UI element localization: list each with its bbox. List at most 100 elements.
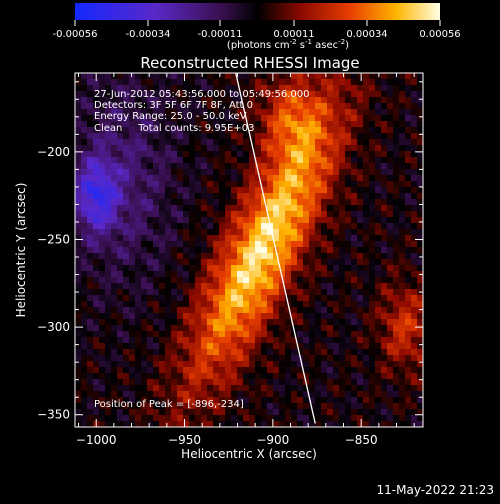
heatmap-cell <box>297 283 304 290</box>
heatmap-cell <box>375 97 382 104</box>
heatmap-cell <box>387 385 394 392</box>
heatmap-cell <box>213 145 220 152</box>
heatmap-cell <box>327 205 334 212</box>
heatmap-cell <box>357 355 364 362</box>
heatmap-cell <box>225 157 232 164</box>
heatmap-cell <box>327 259 334 266</box>
heatmap-cell <box>291 349 298 356</box>
heatmap-cell <box>333 403 340 410</box>
heatmap-cell <box>285 283 292 290</box>
heatmap-cell <box>177 97 184 104</box>
heatmap-cell <box>285 349 292 356</box>
heatmap-cell <box>129 109 136 116</box>
heatmap-cell <box>141 265 148 272</box>
heatmap-cell <box>231 409 238 416</box>
heatmap-cell <box>267 289 274 296</box>
heatmap-cell <box>273 241 280 248</box>
heatmap-cell <box>393 403 400 410</box>
heatmap-cell <box>327 79 334 86</box>
heatmap-cell <box>231 391 238 398</box>
heatmap-cell <box>195 211 202 218</box>
heatmap-cell <box>303 295 310 302</box>
heatmap-cell <box>183 139 190 146</box>
heatmap-cell <box>195 97 202 104</box>
heatmap-cell <box>195 367 202 374</box>
heatmap-cell <box>303 121 310 128</box>
heatmap-cell <box>333 247 340 254</box>
heatmap-cell <box>225 397 232 404</box>
heatmap-cell <box>393 181 400 188</box>
heatmap-cell <box>273 277 280 284</box>
heatmap-cell <box>333 223 340 230</box>
heatmap-cell <box>93 187 100 194</box>
heatmap-cell <box>393 217 400 224</box>
heatmap-cell <box>411 235 418 242</box>
heatmap-cell <box>387 259 394 266</box>
heatmap-cell <box>417 223 423 230</box>
heatmap-cell <box>99 163 106 170</box>
heatmap-cell <box>291 355 298 362</box>
heatmap-cell <box>285 319 292 326</box>
heatmap-cell <box>309 157 316 164</box>
heatmap-cell <box>81 379 88 386</box>
heatmap-cell <box>339 259 346 266</box>
heatmap-cell <box>267 235 274 242</box>
heatmap-cell <box>291 253 298 260</box>
heatmap-cell <box>75 199 82 206</box>
heatmap-cell <box>117 307 124 314</box>
heatmap-cell <box>315 91 322 98</box>
heatmap-cell <box>141 307 148 314</box>
heatmap-cell <box>297 157 304 164</box>
heatmap-cell <box>315 271 322 278</box>
heatmap-cell <box>339 175 346 182</box>
heatmap-cell <box>411 133 418 140</box>
heatmap-cell <box>237 241 244 248</box>
heatmap-cell <box>351 145 358 152</box>
heatmap-cell <box>411 151 418 158</box>
heatmap-cell <box>159 109 166 116</box>
heatmap-cell <box>231 361 238 368</box>
heatmap-cell <box>177 319 184 326</box>
heatmap-cell <box>345 403 352 410</box>
heatmap-cell <box>183 367 190 374</box>
heatmap-cell <box>93 265 100 272</box>
heatmap-cell <box>123 355 130 362</box>
heatmap-cell <box>111 211 118 218</box>
heatmap-cell <box>159 391 166 398</box>
heatmap-cell <box>411 85 418 92</box>
heatmap-cell <box>237 127 244 134</box>
heatmap-cell <box>249 355 256 362</box>
heatmap-cell <box>189 319 196 326</box>
heatmap-cell <box>141 121 148 128</box>
heatmap-cell <box>207 157 214 164</box>
heatmap-cell <box>369 115 376 122</box>
heatmap-cell <box>219 331 226 338</box>
heatmap-cell <box>375 151 382 158</box>
heatmap-cell <box>315 193 322 200</box>
heatmap-cell <box>129 283 136 290</box>
heatmap-cell <box>375 373 382 380</box>
heatmap-cell <box>201 403 208 410</box>
heatmap-cell <box>327 127 334 134</box>
heatmap-cell <box>267 85 274 92</box>
heatmap-cell <box>285 139 292 146</box>
heatmap-cell <box>363 115 370 122</box>
heatmap-cell <box>381 115 388 122</box>
heatmap-cell <box>363 253 370 260</box>
heatmap-cell <box>75 217 82 224</box>
heatmap-cell <box>315 277 322 284</box>
heatmap-cell <box>147 163 154 170</box>
heatmap-cell <box>99 289 106 296</box>
heatmap-cell <box>153 205 160 212</box>
heatmap-cell <box>177 307 184 314</box>
heatmap-cell <box>225 175 232 182</box>
heatmap-cell <box>165 265 172 272</box>
heatmap-cell <box>159 373 166 380</box>
heatmap-cell <box>279 181 286 188</box>
heatmap-cell <box>255 403 262 410</box>
heatmap-cell <box>117 217 124 224</box>
heatmap-cell <box>171 385 178 392</box>
heatmap-cell <box>285 73 292 80</box>
heatmap-cell <box>285 217 292 224</box>
heatmap-cell <box>243 187 250 194</box>
